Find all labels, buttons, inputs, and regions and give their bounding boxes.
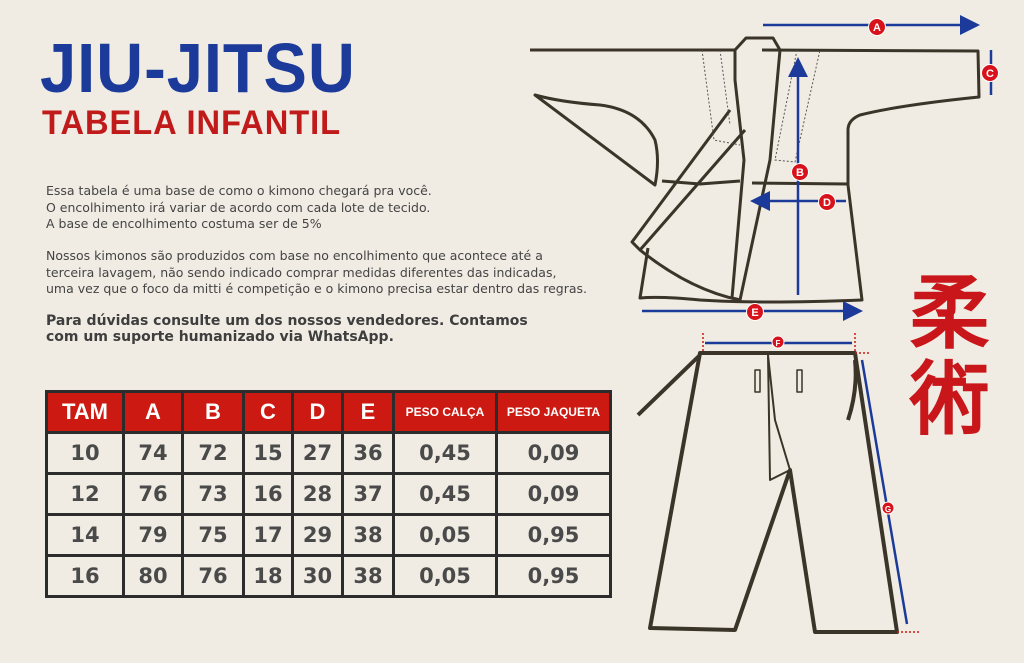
- column-header: PESO JAQUETA: [495, 390, 612, 434]
- table-cell: 37: [341, 472, 395, 516]
- table-cell: 74: [122, 431, 184, 475]
- table-cell: 0,05: [392, 513, 498, 557]
- measure-label-badge: [981, 64, 999, 82]
- table-cell: 76: [122, 472, 184, 516]
- table-cell: 38: [341, 513, 395, 557]
- table-row: 10 74 72 15 27 36 0,45 0,09: [45, 431, 612, 475]
- measure-label-badge: [771, 335, 785, 349]
- table-row: 16 80 76 18 30 38 0,05 0,95: [45, 554, 612, 598]
- measure-label: C: [986, 68, 994, 80]
- column-header: TAM: [45, 390, 125, 434]
- text-line: Nossos kimonos são produzidos com base n…: [46, 248, 543, 263]
- table-cell: 75: [181, 513, 245, 557]
- column-header: A: [122, 390, 184, 434]
- table-cell: 0,09: [495, 431, 612, 475]
- measure-label: A: [873, 22, 881, 34]
- table-cell: 38: [341, 554, 395, 598]
- measurement-guides: [702, 333, 920, 633]
- column-header: E: [341, 390, 395, 434]
- column-header: C: [242, 390, 294, 434]
- text-line: Para dúvidas consulte um dos nossos vend…: [46, 313, 528, 329]
- table-cell: 29: [291, 513, 344, 557]
- size-table: TAM A B C D E PESO CALÇA PESO JAQUETA 10…: [45, 390, 612, 598]
- measure-label: E: [751, 307, 758, 319]
- table-header-row: TAM A B C D E PESO CALÇA PESO JAQUETA: [45, 390, 612, 434]
- table-cell: 0,05: [392, 554, 498, 598]
- measure-label-badge: [868, 18, 886, 36]
- table-row: 14 79 75 17 29 38 0,05 0,95: [45, 513, 612, 557]
- table-cell: 12: [45, 472, 125, 516]
- measure-label: F: [776, 339, 781, 348]
- measure-label-badge: [746, 303, 764, 321]
- table-cell: 28: [291, 472, 344, 516]
- table-cell: 27: [291, 431, 344, 475]
- text-line: terceira lavagem, não sendo indicado com…: [46, 264, 557, 280]
- intro-paragraph-2: Nossos kimonos são produzidos com base n…: [46, 248, 587, 298]
- page-title: JIU-JITSU: [40, 29, 356, 107]
- table-cell: 76: [181, 554, 245, 598]
- text-line: com um suporte humanizado via WhatsApp.: [46, 329, 394, 345]
- column-header: D: [291, 390, 344, 434]
- arrow-g: [860, 359, 909, 625]
- table-cell: 30: [291, 554, 344, 598]
- measure-label: D: [823, 197, 831, 209]
- table-cell: 73: [181, 472, 245, 516]
- intro-paragraph-1: Essa tabela é uma base de como o kimono …: [46, 183, 432, 233]
- table-row: 12 76 73 16 28 37 0,45 0,09: [45, 472, 612, 516]
- measure-label: G: [885, 505, 891, 514]
- column-header: PESO CALÇA: [392, 390, 498, 434]
- text-line: O encolhimento irá variar de acordo com …: [46, 199, 431, 215]
- kanji-logo: 柔術: [909, 266, 990, 446]
- table-cell: 79: [122, 513, 184, 557]
- measure-label-badge: [881, 501, 895, 515]
- table-cell: 0,95: [495, 513, 612, 557]
- table-cell: 0,09: [495, 472, 612, 516]
- table-cell: 17: [242, 513, 294, 557]
- text-line: uma vez que o foco da mitti é competição…: [46, 281, 588, 296]
- measure-label-badge: [818, 193, 836, 211]
- table-cell: 18: [242, 554, 294, 598]
- table-cell: 0,45: [392, 472, 498, 516]
- table-cell: 36: [341, 431, 395, 475]
- table-cell: 15: [242, 431, 294, 475]
- text-line: Essa tabela é uma base de como o kimono …: [46, 183, 432, 198]
- table-cell: 10: [45, 431, 125, 475]
- pants-outline: [636, 351, 899, 634]
- table-cell: 14: [45, 513, 125, 557]
- jacket-outline: [530, 36, 981, 304]
- table-cell: 0,45: [392, 431, 498, 475]
- table-cell: 16: [45, 554, 125, 598]
- table-cell: 0,95: [495, 554, 612, 598]
- text-line: A base de encolhimento costuma ser de 5%: [46, 216, 322, 231]
- measure-label: B: [796, 167, 804, 179]
- jacket-inner-dotted: [701, 49, 821, 163]
- table-cell: 80: [122, 554, 184, 598]
- contact-note: Para dúvidas consulte um dos nossos vend…: [46, 313, 528, 345]
- column-header: B: [181, 390, 245, 434]
- table-cell: 16: [242, 472, 294, 516]
- page-subtitle: TABELA INFANTIL: [42, 104, 342, 142]
- table-cell: 72: [181, 431, 245, 475]
- measure-label-badge: [791, 163, 809, 181]
